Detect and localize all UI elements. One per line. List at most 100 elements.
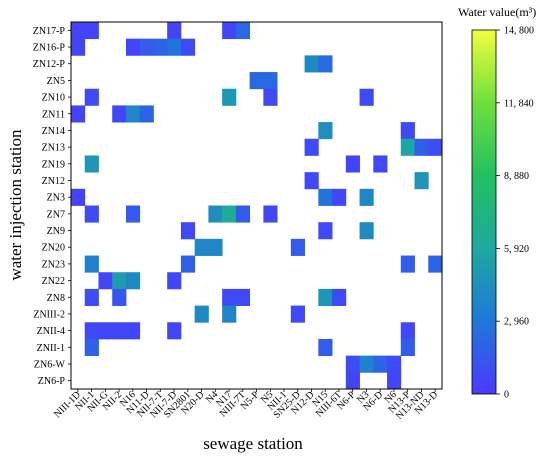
heatmap-cell (318, 122, 333, 140)
y-tick-label: ZN12-P (33, 59, 66, 70)
heatmap-cell (400, 122, 415, 140)
heatmap-cell (125, 38, 141, 56)
heatmap-cell (125, 272, 141, 290)
y-tick-label: ZN22 (42, 276, 65, 287)
heatmap-cell (112, 322, 127, 340)
heatmap-cell (71, 38, 86, 56)
heatmap-cell (414, 172, 429, 190)
heatmap-cell (98, 322, 113, 340)
heatmap-cell (373, 155, 388, 173)
heatmap-cell (400, 138, 415, 156)
heatmap-cell (304, 172, 319, 190)
heatmap-cell (222, 288, 237, 306)
y-tick-label: ZN19 (42, 159, 65, 170)
heatmap-cell (332, 288, 347, 306)
y-tick-label: ZN7 (47, 209, 65, 220)
heatmap-cell (222, 22, 237, 40)
colorbar-tick-label: 0 (504, 390, 509, 401)
heatmap-cell (304, 138, 319, 156)
heatmap-cell (235, 22, 251, 40)
heatmap-cell (167, 322, 182, 340)
heatmap-cell (400, 322, 415, 340)
heatmap-cell (332, 188, 347, 206)
heatmap-cell (194, 305, 209, 323)
heatmap-cell (180, 38, 196, 56)
heatmap-cell (167, 272, 182, 290)
heatmap-cell (222, 205, 237, 223)
heatmap-cell (318, 288, 333, 306)
heatmap-cell (235, 205, 251, 223)
heatmap-cell (98, 272, 113, 290)
y-axis-title: water injection station (6, 129, 25, 281)
y-tick-label: ZN17-P (33, 26, 66, 37)
heatmap-cell (112, 288, 127, 306)
heatmap-cell (263, 205, 278, 223)
y-tick-labels: ZN17-P ZN16-P ZN12-P ZN5 ZN10 ZN11 ZN14 ZN13 ZN1… (33, 26, 71, 387)
y-tick-label: ZN8 (47, 293, 65, 304)
colorbar-tick-label: 2, 960 (504, 317, 529, 328)
heatmap-cell (84, 88, 99, 106)
heatmap-cell (345, 155, 360, 173)
heatmap-cell (400, 255, 415, 273)
colorbar-tick-label: 14, 800 (504, 26, 534, 37)
heatmap-cell (359, 355, 374, 373)
heatmap-cell (180, 255, 196, 273)
heatmap-cell (167, 38, 182, 56)
colorbar-tick-label: 8, 880 (504, 171, 529, 182)
y-tick-label: ZN23 (42, 259, 65, 270)
heatmap-cell (263, 72, 278, 90)
heatmap-cell (84, 22, 99, 40)
y-tick-label: ZN6-W (34, 359, 66, 370)
heatmap-cell (112, 272, 127, 290)
y-tick-label: ZNII-1 (37, 343, 65, 354)
y-tick-label: ZN16-P (33, 43, 66, 54)
heatmap-cell (345, 355, 360, 373)
heatmap-cell (112, 105, 127, 123)
heatmap-cell (71, 105, 86, 123)
heatmap-cell (71, 188, 86, 206)
heatmap-cell (84, 255, 99, 273)
heatmap-cell (359, 88, 374, 106)
heatmap-cell (318, 188, 333, 206)
heatmap-cell (318, 55, 333, 73)
heatmap-cell (84, 338, 99, 357)
heatmap-cell (84, 322, 99, 340)
heatmap-cell (400, 338, 415, 357)
heatmap-cell (139, 105, 154, 123)
heatmap-cell (318, 222, 333, 240)
y-tick-label: ZN20 (42, 243, 65, 254)
y-tick-label: ZN14 (42, 126, 65, 137)
x-tick-labels: NIII-1DNII-1NII-GNII-2N16N11-DNII-7-TNII… (52, 389, 440, 422)
heatmap-cell (428, 255, 443, 273)
heatmap-cell (290, 238, 305, 256)
y-tick-label: ZN11 (42, 109, 65, 120)
heatmap-cell (235, 288, 251, 306)
heatmap-cells (71, 22, 443, 390)
heatmap-cell (167, 22, 182, 40)
x-axis-title: sewage station (203, 434, 303, 453)
y-tick-label: ZNIII-2 (33, 309, 65, 320)
y-tick-label: ZN10 (42, 93, 65, 104)
heatmap-cell (428, 138, 443, 156)
heatmap-cell (125, 105, 141, 123)
y-tick-label: ZNII-4 (37, 326, 65, 337)
colorbar-tick-label: 11, 840 (504, 98, 534, 109)
heatmap-cell (84, 288, 99, 306)
heatmap-cell (222, 305, 237, 323)
y-tick-label: ZN3 (47, 193, 65, 204)
heatmap-cell (414, 138, 429, 156)
heatmap-cell (125, 322, 141, 340)
heatmap-cell (180, 222, 196, 240)
y-tick-label: ZN5 (47, 76, 65, 87)
heatmap-cell (208, 238, 223, 256)
heatmap-cell (222, 88, 237, 106)
heatmap-cell (249, 72, 264, 90)
y-tick-label: ZN12 (42, 176, 65, 187)
heatmap-cell (139, 38, 154, 56)
heatmap-cell (318, 338, 333, 357)
heatmap-cell (84, 205, 99, 223)
heatmap-cell (304, 55, 319, 73)
heatmap-cell (208, 205, 223, 223)
y-tick-label: ZN6-P (38, 376, 66, 387)
